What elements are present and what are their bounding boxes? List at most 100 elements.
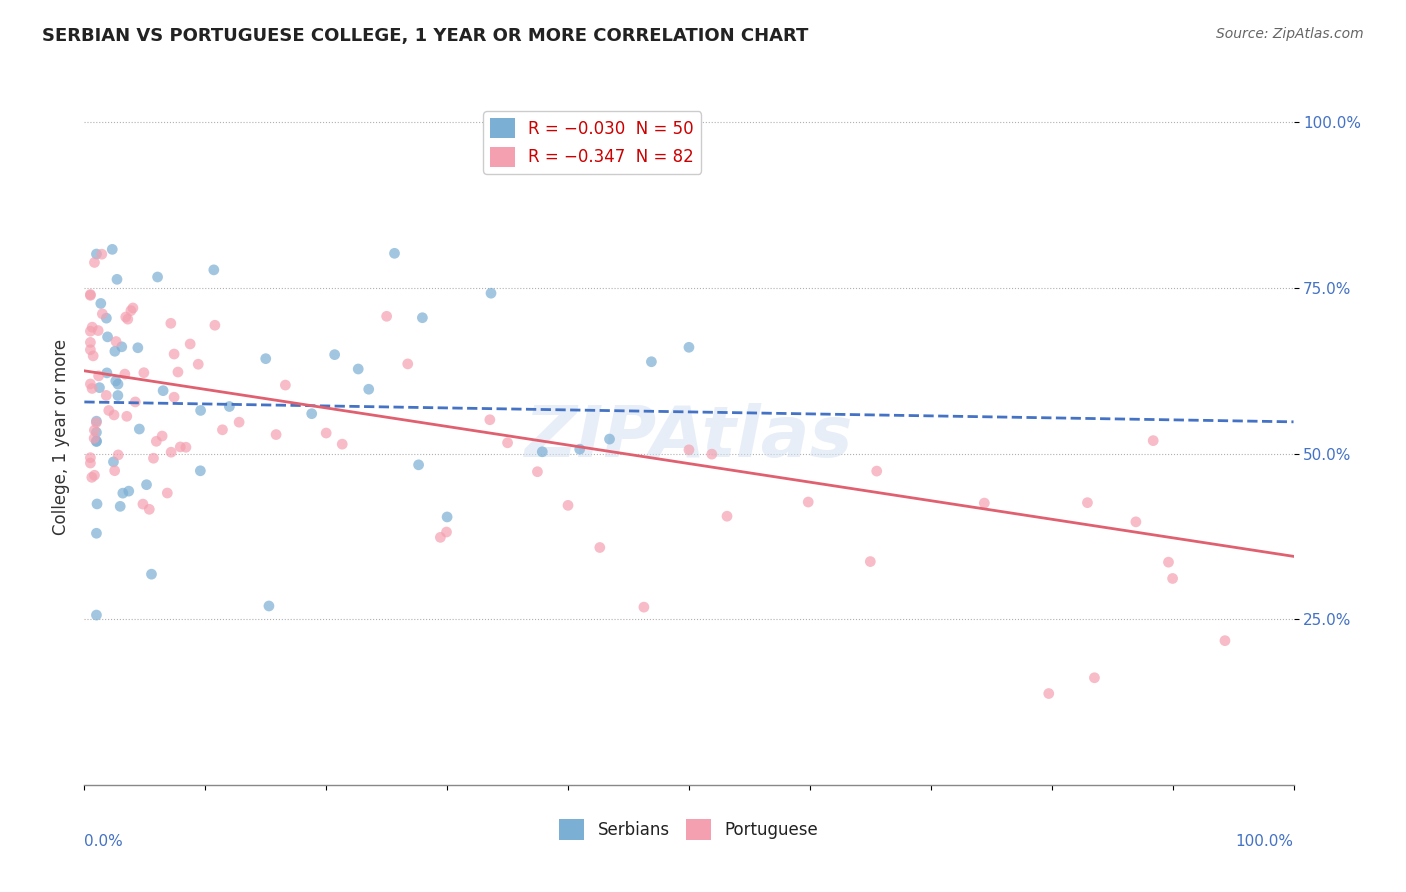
Point xyxy=(1142,434,1164,448)
Point xyxy=(107,448,129,462)
Point xyxy=(79,324,101,338)
Point xyxy=(160,445,183,459)
Text: SERBIAN VS PORTUGUESE COLLEGE, 1 YEAR OR MORE CORRELATION CHART: SERBIAN VS PORTUGUESE COLLEGE, 1 YEAR OR… xyxy=(42,27,808,45)
Y-axis label: College, 1 year or more: College, 1 year or more xyxy=(52,339,70,535)
Point xyxy=(384,246,406,260)
Point xyxy=(678,442,700,457)
Point xyxy=(218,400,240,414)
Point xyxy=(357,382,380,396)
Point xyxy=(526,465,548,479)
Point xyxy=(108,500,131,514)
Point xyxy=(264,427,287,442)
Point xyxy=(87,368,110,383)
Point xyxy=(1161,572,1184,586)
Point xyxy=(347,362,370,376)
Point xyxy=(104,344,127,359)
Point xyxy=(86,497,108,511)
Point xyxy=(496,435,519,450)
Point xyxy=(169,440,191,454)
Point xyxy=(90,296,112,310)
Point xyxy=(80,470,103,484)
Point xyxy=(87,324,110,338)
Point xyxy=(79,288,101,302)
Point xyxy=(82,320,104,334)
Point xyxy=(132,366,155,380)
Point xyxy=(135,477,157,491)
Point xyxy=(973,496,995,510)
Point xyxy=(396,357,419,371)
Point xyxy=(531,444,554,458)
Point xyxy=(859,555,882,569)
Point xyxy=(179,337,201,351)
Point xyxy=(86,425,108,440)
Point xyxy=(104,374,127,388)
Point xyxy=(79,456,101,470)
Point xyxy=(79,376,101,391)
Point xyxy=(866,464,889,478)
Point xyxy=(163,347,186,361)
Point xyxy=(107,388,129,402)
Point xyxy=(115,409,138,424)
Point xyxy=(96,388,118,402)
Point xyxy=(156,486,179,500)
Point xyxy=(301,407,323,421)
Point xyxy=(122,301,145,315)
Point xyxy=(408,458,430,472)
Point xyxy=(80,381,103,395)
Point xyxy=(330,437,353,451)
Point xyxy=(90,247,112,261)
Point xyxy=(82,349,104,363)
Point xyxy=(86,608,108,623)
Point xyxy=(118,484,141,499)
Point xyxy=(101,243,124,257)
Point xyxy=(86,247,108,261)
Point xyxy=(132,497,155,511)
Point xyxy=(557,499,579,513)
Point xyxy=(83,468,105,483)
Point xyxy=(124,395,146,409)
Point xyxy=(589,541,612,555)
Point xyxy=(1083,671,1105,685)
Point xyxy=(79,287,101,301)
Point xyxy=(89,381,111,395)
Point xyxy=(190,464,212,478)
Point xyxy=(479,286,502,301)
Point xyxy=(160,316,183,330)
Point xyxy=(633,600,655,615)
Point xyxy=(127,341,149,355)
Point xyxy=(105,334,128,349)
Point xyxy=(141,567,163,582)
Text: ZIPAtlas: ZIPAtlas xyxy=(524,402,853,472)
Point xyxy=(436,524,458,539)
Point xyxy=(640,355,662,369)
Point xyxy=(436,510,458,524)
Point xyxy=(111,486,134,500)
Point xyxy=(86,434,108,448)
Point xyxy=(120,303,142,318)
Point xyxy=(228,415,250,429)
Point xyxy=(114,310,136,324)
Point xyxy=(79,343,101,357)
Point xyxy=(202,263,225,277)
Point xyxy=(104,464,127,478)
Point xyxy=(96,311,118,326)
Point xyxy=(599,432,621,446)
Point xyxy=(128,422,150,436)
Point xyxy=(211,423,233,437)
Point xyxy=(91,307,114,321)
Point xyxy=(1076,496,1098,510)
Point xyxy=(96,330,118,344)
Point xyxy=(83,255,105,269)
Point xyxy=(105,272,128,286)
Point xyxy=(1213,633,1236,648)
Legend: Serbians, Portuguese: Serbians, Portuguese xyxy=(553,813,825,847)
Point xyxy=(1125,515,1147,529)
Point xyxy=(678,340,700,354)
Point xyxy=(375,310,398,324)
Point xyxy=(103,455,125,469)
Point xyxy=(83,423,105,437)
Point xyxy=(174,440,197,454)
Point xyxy=(163,390,186,404)
Point xyxy=(315,425,337,440)
Point xyxy=(79,335,101,350)
